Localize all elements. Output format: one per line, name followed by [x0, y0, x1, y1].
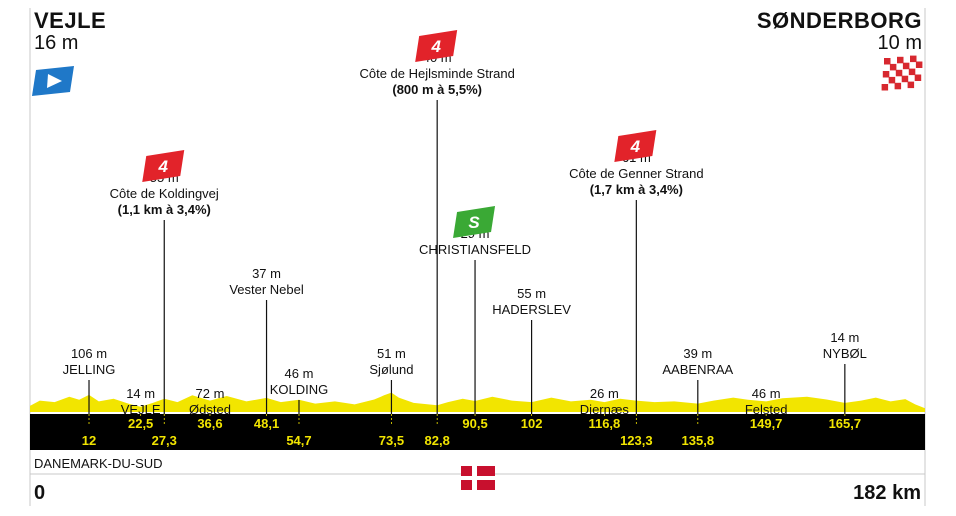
waypoint-name: Côte de Genner Strand — [569, 166, 703, 181]
start-flag-icon — [32, 66, 74, 96]
flag-label: 4 — [158, 157, 169, 176]
waypoint-name: Ødsted — [189, 402, 231, 417]
km-marker-label: 48,1 — [254, 416, 279, 431]
waypoint-altitude: 37 m — [252, 266, 281, 281]
start-city: VEJLE — [34, 8, 107, 33]
waypoint-name: NYBØL — [823, 346, 867, 361]
finish-altitude: 10 m — [877, 32, 922, 54]
waypoint-name: Côte de Koldingvej — [110, 186, 219, 201]
waypoint-altitude: 39 m — [683, 346, 712, 361]
waypoint-name: Diernæs — [580, 402, 630, 417]
waypoint-name: AABENRAA — [662, 362, 733, 377]
climb-cat4-flag-icon: 4 — [614, 130, 657, 162]
km-marker-label: 149,7 — [750, 416, 783, 431]
waypoint-name: CHRISTIANSFELD — [419, 242, 531, 257]
km-marker-label: 102 — [521, 416, 543, 431]
region-label: DANEMARK-DU-SUD — [34, 456, 163, 471]
waypoint-name: HADERSLEV — [492, 302, 571, 317]
waypoint-altitude: 51 m — [377, 346, 406, 361]
km-marker-label: 90,5 — [462, 416, 487, 431]
waypoint-name: Sjølund — [369, 362, 413, 377]
km-marker-label: 12 — [82, 433, 96, 448]
km-marker-label: 36,6 — [197, 416, 222, 431]
waypoint-altitude: 14 m — [126, 386, 155, 401]
waypoint-altitude: 14 m — [830, 330, 859, 345]
scale-start-label: 0 — [34, 482, 45, 504]
profile-area — [30, 392, 925, 412]
climb-gradient: (800 m à 5,5%) — [392, 82, 482, 97]
sprint-flag-icon: S — [453, 206, 496, 238]
waypoint-name: KOLDING — [270, 382, 329, 397]
km-marker-label: 135,8 — [682, 433, 715, 448]
waypoint-name: Felsted — [745, 402, 788, 417]
finish-city: SØNDERBORG — [756, 8, 922, 33]
waypoint-altitude: 26 m — [590, 386, 619, 401]
km-marker-label: 73,5 — [379, 433, 404, 448]
flag-label: 4 — [430, 37, 441, 56]
waypoint-altitude: 46 m — [285, 366, 314, 381]
km-marker-label: 27,3 — [152, 433, 177, 448]
km-band — [30, 414, 925, 450]
waypoint-altitude: 55 m — [517, 286, 546, 301]
km-marker-label: 82,8 — [425, 433, 450, 448]
waypoint-name: JELLING — [63, 362, 116, 377]
climb-gradient: (1,7 km à 3,4%) — [590, 182, 683, 197]
km-marker-label: 22,5 — [128, 416, 153, 431]
waypoint-name: Vester Nebel — [229, 282, 304, 297]
waypoint-altitude: 46 m — [752, 386, 781, 401]
start-altitude: 16 m — [34, 32, 79, 54]
waypoint-name: Côte de Hejlsminde Strand — [359, 66, 514, 81]
km-marker-label: 54,7 — [286, 433, 311, 448]
climb-cat4-flag-icon: 4 — [142, 150, 185, 182]
finish-flag-icon — [880, 55, 923, 96]
flag-label: S — [468, 213, 480, 232]
climb-gradient: (1,1 km à 3,4%) — [118, 202, 211, 217]
scale-end-label: 182 km — [853, 482, 921, 504]
denmark-flag-icon — [461, 466, 495, 490]
km-marker-label: 123,3 — [620, 433, 653, 448]
km-marker-label: 116,8 — [588, 416, 620, 431]
waypoint-altitude: 106 m — [71, 346, 107, 361]
climb-cat4-flag-icon: 4 — [415, 30, 458, 62]
waypoint-name: VEJLE — [121, 402, 161, 417]
flag-label: 4 — [630, 137, 641, 156]
km-marker-label: 165,7 — [829, 416, 862, 431]
waypoint-altitude: 72 m — [196, 386, 225, 401]
